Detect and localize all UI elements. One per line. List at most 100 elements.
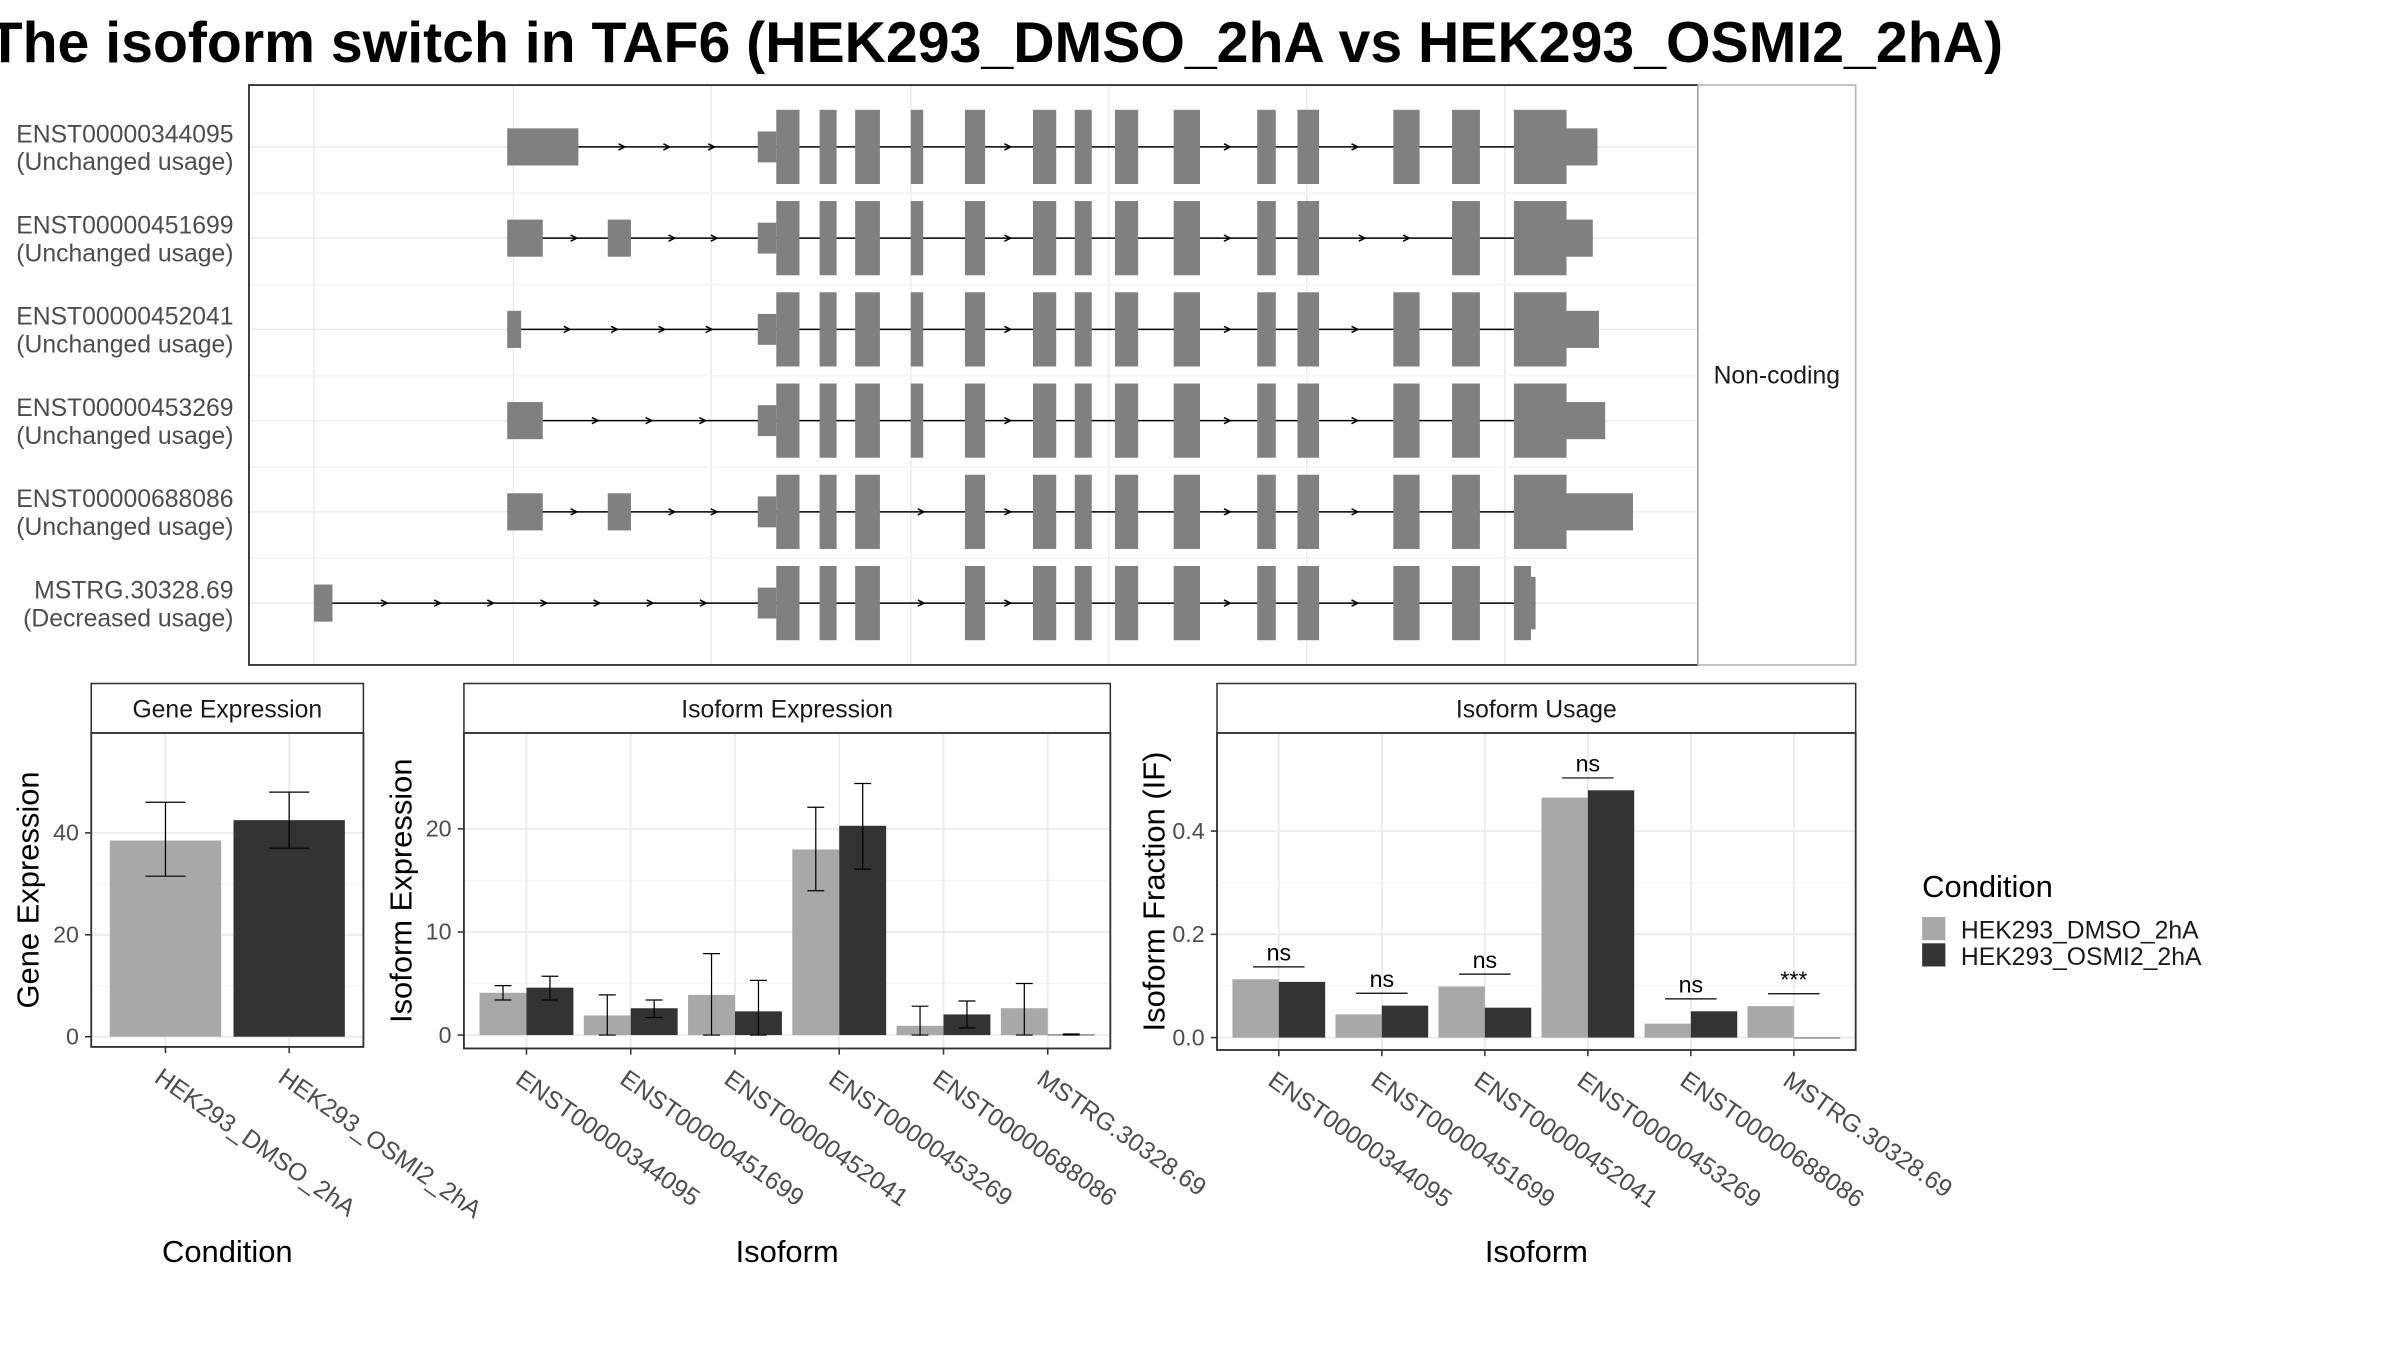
transcript-id-label: MSTRG.30328.69: [34, 577, 233, 604]
exon-block: [1566, 310, 1599, 348]
exon-block: [776, 201, 800, 276]
isoform-usage-sig-label: ns: [1370, 966, 1395, 992]
exon-block: [964, 474, 986, 549]
isoform-expression-xtick-label: ENST00000344095: [511, 1065, 704, 1212]
exon-block: [1566, 219, 1593, 257]
isoform-usage-ytick-label: 0.0: [1172, 1024, 1204, 1050]
direction-arrow: [486, 599, 496, 607]
direction-arrow: [570, 508, 579, 516]
direction-arrow: [658, 325, 667, 334]
exon-block: [1297, 474, 1320, 549]
isoform-expression-xtick-label: ENST00000451699: [615, 1065, 808, 1212]
transcript-status-label: (Decreased usage): [23, 605, 233, 632]
direction-arrow: [1351, 508, 1360, 516]
exon-block: [1513, 201, 1567, 276]
isoform-expression-xtick-label: ENST00000452041: [719, 1065, 912, 1212]
exon-block: [776, 474, 800, 549]
direction-arrow: [1004, 143, 1013, 151]
direction-arrow: [668, 234, 677, 242]
transcript-status-label: (Unchanged usage): [16, 240, 233, 267]
exon-block: [507, 493, 543, 531]
isoform-usage-bar: [1644, 1023, 1691, 1038]
exon-block: [1452, 201, 1480, 276]
exon-block: [819, 201, 837, 276]
gene-expression-panel-border: [90, 732, 365, 1048]
isoform-usage-ytick-label: 0.4: [1172, 818, 1204, 844]
exon-block: [1074, 109, 1092, 185]
isoform-expression-errorbar: [911, 1005, 929, 1036]
gene-expression-strip: [90, 682, 365, 734]
exon-block: [819, 565, 837, 641]
exon-block: [1297, 201, 1320, 276]
exon-block: [776, 565, 800, 641]
exon-block: [757, 587, 777, 619]
direction-arrow: [707, 143, 717, 151]
direction-arrow: [1223, 325, 1232, 334]
direction-arrow: [710, 234, 719, 242]
isoform-expression-errorbar: [494, 984, 512, 1001]
exon-block: [910, 109, 924, 185]
direction-arrow: [1223, 508, 1232, 516]
exon-block: [1393, 109, 1420, 185]
exon-block: [1074, 565, 1092, 641]
direction-arrow: [1351, 599, 1360, 607]
isoform-usage-ylabel: Isoform Fraction (IF): [1136, 752, 1171, 1032]
gene-expression-xtick-label: HEK293_DMSO_2hA: [150, 1064, 361, 1223]
legend: Condition HEK293_DMSO_2hA HEK293_OSMI2_2…: [1922, 869, 2202, 971]
isoform-expression-xtick-label: ENST00000453269: [823, 1065, 1016, 1212]
exon-block: [1173, 201, 1201, 276]
direction-arrow: [1351, 325, 1360, 334]
exon-block: [1257, 565, 1276, 641]
transcript-track-0: [507, 109, 1598, 185]
exon-block: [1393, 474, 1420, 549]
isoform-usage-xtick-label: MSTRG.30328.69: [1778, 1067, 1957, 1203]
isoform-usage-sig-label: ***: [1780, 967, 1807, 993]
direction-arrow: [1004, 416, 1013, 425]
direction-arrow: [1223, 234, 1232, 242]
exon-block: [964, 383, 986, 458]
exon-block: [313, 584, 333, 622]
direction-arrow: [1351, 416, 1360, 425]
legend-label-dmso: HEK293_DMSO_2hA: [1961, 918, 2199, 945]
exon-block: [819, 474, 837, 549]
direction-arrow: [663, 143, 672, 151]
direction-arrow: [1351, 143, 1360, 151]
exon-block: [1513, 565, 1531, 641]
exon-block: [1393, 565, 1420, 641]
isoform-expression-ytick-label: 0: [439, 1022, 452, 1048]
exon-block: [1297, 565, 1320, 641]
exon-block: [1566, 493, 1633, 531]
exon-block: [757, 131, 777, 163]
exon-block: [1032, 292, 1057, 367]
gene-expression-ytick-label: 40: [53, 820, 79, 846]
direction-arrow: [646, 599, 655, 607]
isoform-expression-xtick-label: MSTRG.30328.69: [1032, 1065, 1211, 1201]
isoform-usage-xlabel: Isoform: [1485, 1234, 1588, 1269]
exon-block: [1452, 383, 1480, 458]
exon-block: [1530, 576, 1536, 630]
transcript-status-label: (Unchanged usage): [16, 514, 233, 541]
isoform-expression-errorbar: [598, 994, 616, 1036]
transcript-track-4: [507, 474, 1633, 549]
strip-noncoding-box: [1697, 84, 1857, 666]
direction-arrow: [610, 325, 620, 334]
exon-block: [1513, 292, 1567, 367]
direction-arrow: [591, 416, 600, 425]
transcript-id-label: ENST00000451699: [16, 213, 233, 240]
exon-block: [1566, 128, 1598, 166]
direction-arrow: [710, 508, 719, 516]
exon-block: [607, 219, 631, 257]
transcript-id-label: ENST00000453269: [16, 395, 233, 422]
exon-block: [855, 383, 880, 458]
gene-expression-panel: Gene Expression 0 20 40 HEK293_DMSO_2hAHEK29…: [11, 682, 486, 1269]
direction-arrow: [1223, 143, 1232, 151]
exon-block: [1452, 292, 1480, 367]
isoform-usage-xtick-label: ENST00000451699: [1366, 1067, 1559, 1214]
isoform-usage-sig-label: ns: [1679, 972, 1704, 998]
direction-arrow: [1004, 325, 1013, 334]
exon-block: [1173, 474, 1201, 549]
isoform-usage-sig-label: ns: [1576, 751, 1601, 777]
isoform-expression-errorbar: [541, 975, 559, 1001]
exon-block: [1114, 474, 1139, 549]
